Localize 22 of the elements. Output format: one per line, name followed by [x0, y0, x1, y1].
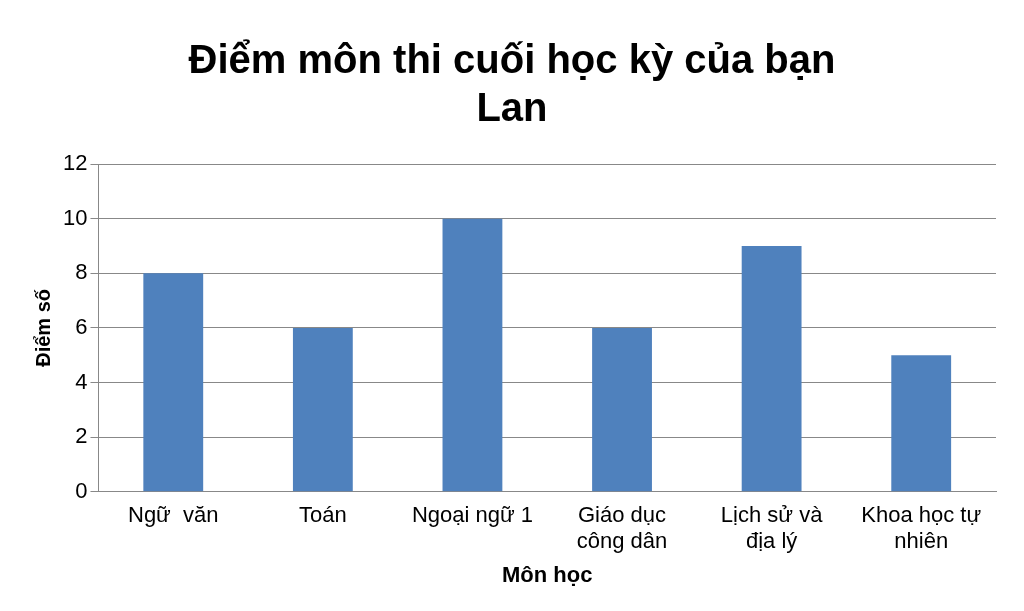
- x-tick-label: Khoa học tự nhiên: [861, 502, 982, 554]
- y-tick-label: 0: [75, 477, 88, 503]
- bar: [741, 245, 802, 492]
- y-axis-title: Điểm số: [31, 288, 54, 367]
- y-tick-label: 8: [75, 259, 88, 285]
- y-tick-label: 12: [62, 150, 88, 176]
- bar: [592, 327, 652, 492]
- y-tick-label: 6: [75, 313, 88, 339]
- chart-title: Điểm môn thi cuối học kỳ của bạn Lan: [188, 37, 836, 130]
- x-axis-title: Môn học: [502, 561, 593, 587]
- bar: [292, 327, 353, 492]
- bar: [442, 218, 503, 492]
- bar: [891, 355, 952, 492]
- bar: [143, 273, 204, 492]
- x-tick-label: Lịch sử và địa lý: [720, 502, 824, 554]
- y-tick-label: 2: [75, 423, 88, 449]
- y-tick-label: 10: [62, 204, 88, 230]
- x-tick-label: Ngoại ngữ 1: [411, 502, 534, 528]
- x-tick-label: Toán: [298, 502, 347, 528]
- y-tick-label: 4: [75, 368, 88, 394]
- x-tick-label: Giáo dục công dân: [576, 502, 668, 554]
- x-tick-label: Ngữ văn: [127, 502, 219, 528]
